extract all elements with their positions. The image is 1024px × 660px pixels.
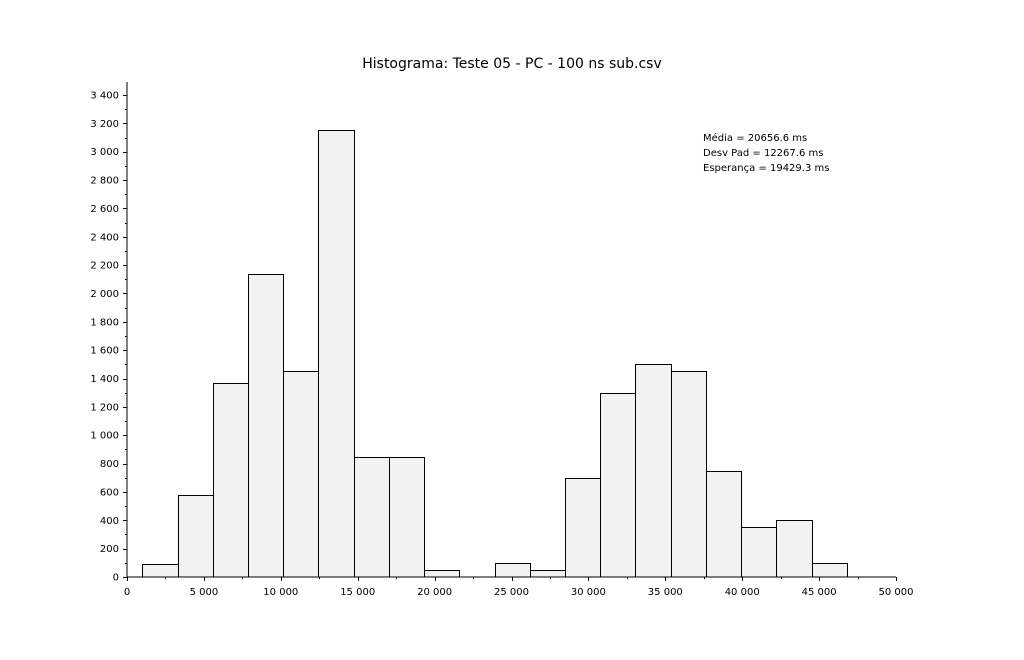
chart-title: Histograma: Teste 05 - PC - 100 ns sub.c…	[362, 56, 662, 72]
histogram-bar-17	[741, 527, 777, 578]
histogram-bar-3	[248, 274, 284, 578]
histogram-bar-12	[565, 478, 601, 578]
y-tick-label: 400	[100, 516, 119, 527]
y-tick-label: 1 400	[90, 374, 119, 385]
histogram-bar-10	[495, 563, 531, 578]
histogram-bar-5	[318, 130, 355, 578]
x-tick-label: 10 000	[263, 587, 298, 598]
histogram-bar-2	[213, 383, 249, 578]
stat-expectation: Esperança = 19429.3 ms	[703, 163, 829, 174]
x-tick-label: 35 000	[648, 587, 683, 598]
x-tick-label: 5 000	[190, 587, 219, 598]
histogram-bar-18	[776, 520, 813, 578]
stat-mean: Média = 20656.6 ms	[703, 132, 807, 144]
x-tick-label: 0	[124, 587, 130, 598]
y-tick-label: 2 000	[90, 289, 119, 300]
y-tick-label: 0	[113, 573, 119, 584]
y-tick-label: 3 400	[90, 91, 119, 102]
y-tick-label: 2 800	[90, 176, 119, 187]
x-tick-label: 50 000	[879, 587, 914, 598]
histogram-bar-1	[178, 495, 214, 578]
y-tick-label: 200	[100, 544, 119, 555]
y-tick-label: 3 000	[90, 147, 119, 158]
y-tick-label: 1 600	[90, 346, 119, 357]
y-axis-ticks: 0 200 400 600 800 1 000 1 200 1 400 1 600 1 800 2 …	[90, 91, 127, 584]
x-axis-ticks: 0 5 000 10 000 15 000 20 000 25 000 30 000 35 0…	[124, 577, 914, 598]
x-tick-label: 30 000	[571, 587, 606, 598]
histogram-bar-6	[354, 457, 390, 578]
y-tick-label: 2 200	[90, 261, 119, 272]
histogram-bar-19	[812, 563, 848, 578]
y-tick-label: 1 200	[90, 402, 119, 413]
stats-annotation: Média = 20656.6 ms Desv Pad = 12267.6 ms…	[703, 132, 829, 174]
y-tick-label: 600	[100, 487, 119, 498]
x-tick-label: 25 000	[494, 587, 529, 598]
histogram-bar-15	[671, 371, 707, 578]
x-tick-label: 20 000	[417, 587, 452, 598]
y-tick-label: 2 600	[90, 204, 119, 215]
histogram-bar-14	[635, 364, 672, 578]
histogram-bar-13	[600, 393, 636, 578]
y-tick-label: 1 800	[90, 317, 119, 328]
histogram-bar-11	[530, 570, 566, 578]
histogram-bar-4	[283, 371, 319, 578]
histogram-bars	[142, 130, 848, 578]
x-tick-label: 40 000	[725, 587, 760, 598]
histogram-bar-16	[706, 471, 742, 578]
histogram-bar-7	[389, 457, 425, 578]
y-tick-label: 2 400	[90, 232, 119, 243]
x-tick-label: 15 000	[340, 587, 375, 598]
histogram-bar-0	[142, 564, 179, 578]
y-tick-label: 1 000	[90, 431, 119, 442]
stat-stddev: Desv Pad = 12267.6 ms	[703, 148, 823, 159]
x-tick-label: 45 000	[802, 587, 837, 598]
histogram-bar-8	[424, 570, 460, 578]
y-tick-label: 3 200	[90, 119, 119, 130]
y-tick-label: 800	[100, 459, 119, 470]
